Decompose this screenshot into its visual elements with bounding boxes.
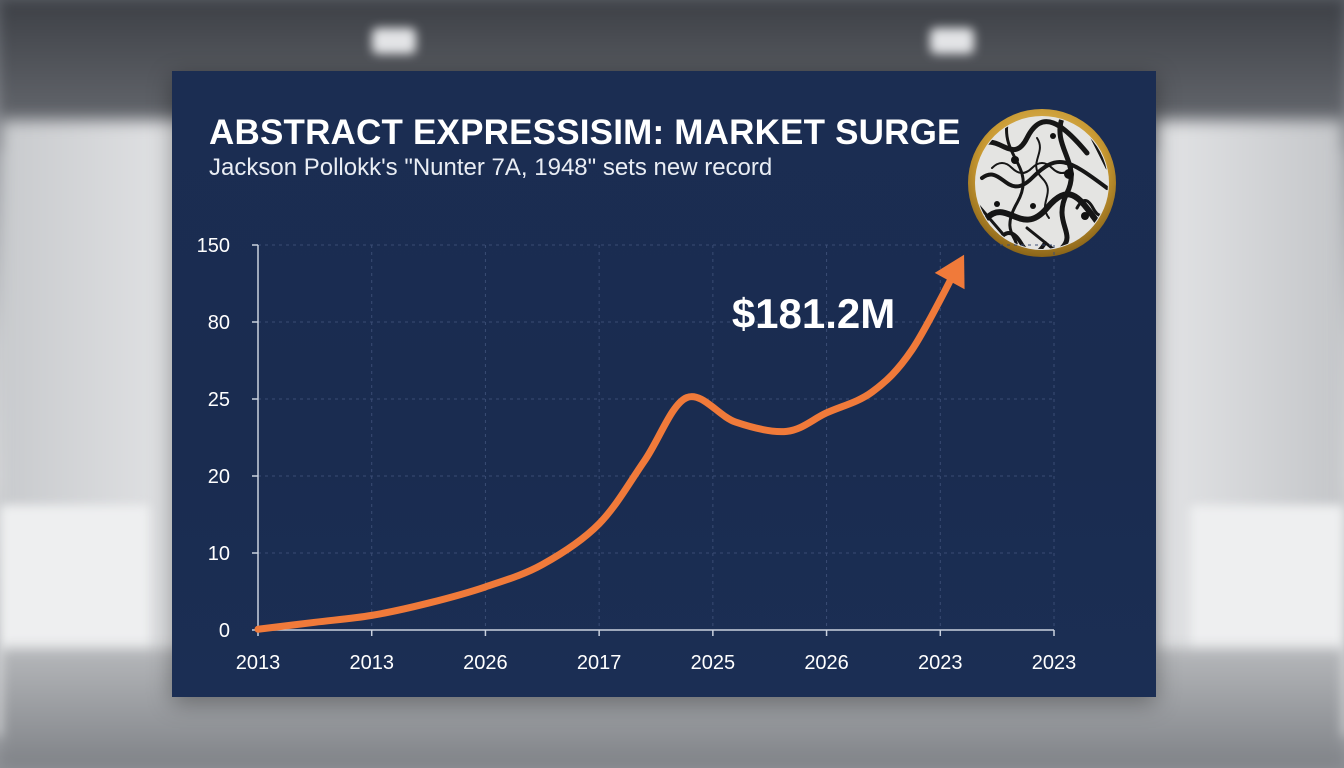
x-tick-label: 2023 <box>1032 652 1077 674</box>
x-tick-label: 2013 <box>349 652 394 674</box>
ceiling-light <box>930 28 974 54</box>
chart-subtitle: Jackson Pollokk's "Nunter 7A, 1948" sets… <box>209 154 773 181</box>
x-tick-label: 2013 <box>236 652 281 674</box>
y-tick-label: 20 <box>208 466 230 488</box>
x-tick-label: 2017 <box>577 652 622 674</box>
abstract-painting-thumbnail-icon <box>967 108 1117 258</box>
x-tick-label: 2026 <box>463 652 508 674</box>
x-tick-label: 2023 <box>918 652 963 674</box>
x-tick-label: 2025 <box>691 652 736 674</box>
x-tick-label: 2026 <box>804 652 849 674</box>
y-tick-label: 0 <box>219 620 230 642</box>
chart-title: ABSTRACT EXPRESSISIM: MARKET SURGE <box>209 113 961 152</box>
y-tick-label: 10 <box>208 543 230 565</box>
price-annotation: $181.2M <box>732 290 895 337</box>
series-arrowhead <box>934 254 965 290</box>
y-tick-label: 150 <box>197 235 230 257</box>
series-line <box>254 263 961 633</box>
y-tick-label: 25 <box>208 389 230 411</box>
chart-panel: ABSTRACT EXPRESSISIM: MARKET SURGE Jacks… <box>172 71 1156 697</box>
y-tick-label: 80 <box>208 312 230 334</box>
ceiling-light <box>372 28 416 54</box>
